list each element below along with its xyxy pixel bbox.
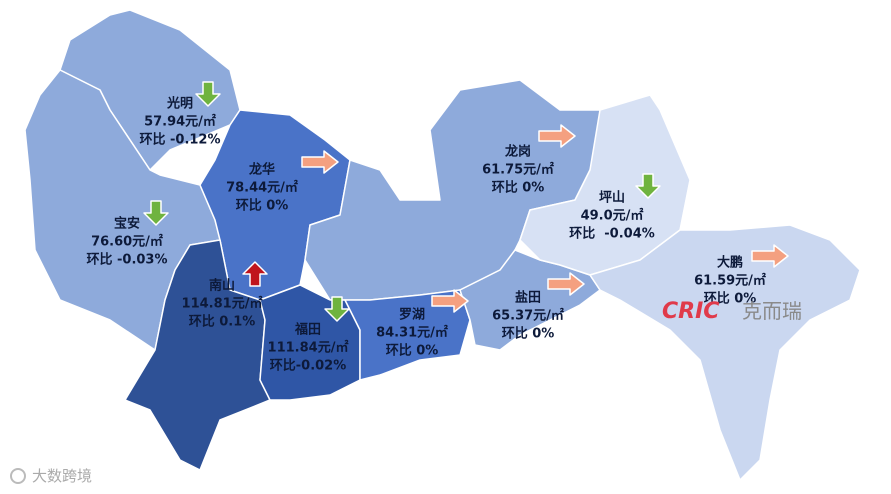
district-change: 环比 0% bbox=[492, 180, 545, 196]
district-change: 环比 -0.03% bbox=[86, 252, 167, 268]
district-price: 111.84元/㎡ bbox=[268, 340, 349, 356]
district-price: 84.31元/㎡ bbox=[376, 325, 448, 341]
district-price: 57.94元/㎡ bbox=[144, 114, 216, 130]
trend-arrow bbox=[195, 81, 221, 107]
district-price: 61.59元/㎡ bbox=[694, 273, 766, 289]
trend-arrow bbox=[143, 200, 169, 226]
district-name: 龙华 bbox=[249, 162, 275, 178]
yantian-area bbox=[459, 249, 601, 351]
trend-arrow bbox=[242, 261, 268, 287]
corner-watermark: 大数跨境 bbox=[32, 467, 92, 485]
district-price: 114.81元/㎡ bbox=[182, 296, 263, 312]
district-change: 环比-0.02% bbox=[270, 358, 347, 374]
district-name: 坪山 bbox=[599, 190, 625, 206]
district-name: 宝安 bbox=[114, 216, 140, 232]
nanshan-area bbox=[124, 239, 271, 471]
trend-arrow bbox=[547, 272, 585, 296]
district-price: 65.37元/㎡ bbox=[492, 308, 564, 324]
district-price: 49.0元/㎡ bbox=[581, 208, 644, 224]
district-change: 环比 0% bbox=[236, 198, 289, 214]
luohu-area bbox=[344, 289, 471, 381]
district-name: 龙岗 bbox=[505, 144, 531, 160]
district-price: 61.75元/㎡ bbox=[482, 162, 554, 178]
trend-arrow bbox=[431, 289, 469, 313]
district-change: 环比 0% bbox=[386, 343, 439, 359]
district-name: 大鹏 bbox=[717, 255, 743, 271]
district-change: 环比 0% bbox=[704, 291, 757, 307]
district-change: 环比 0.1% bbox=[189, 314, 256, 330]
dapeng-area bbox=[589, 224, 861, 481]
district-change: 环比 0% bbox=[502, 326, 555, 342]
trend-arrow bbox=[635, 173, 661, 199]
brand-logo-cn: 克而瑞 bbox=[742, 299, 802, 323]
district-price: 78.44元/㎡ bbox=[226, 180, 298, 196]
district-change: 环比 -0.04% bbox=[569, 226, 655, 242]
district-price: 76.60元/㎡ bbox=[91, 234, 163, 250]
district-change: 环比 -0.12% bbox=[139, 132, 220, 148]
trend-arrow bbox=[538, 124, 576, 148]
brand-logo: CRIC bbox=[662, 299, 719, 324]
trend-arrow bbox=[324, 296, 350, 322]
pingshan-area bbox=[519, 94, 691, 276]
trend-arrow bbox=[301, 150, 339, 174]
district-name: 盐田 bbox=[515, 290, 541, 306]
corner-icon bbox=[10, 468, 26, 484]
trend-arrow bbox=[751, 244, 789, 268]
district-name: 福田 bbox=[294, 322, 321, 338]
district-name: 南山 bbox=[209, 278, 235, 294]
district-name: 光明 bbox=[166, 96, 193, 112]
district-name: 罗湖 bbox=[399, 308, 425, 323]
